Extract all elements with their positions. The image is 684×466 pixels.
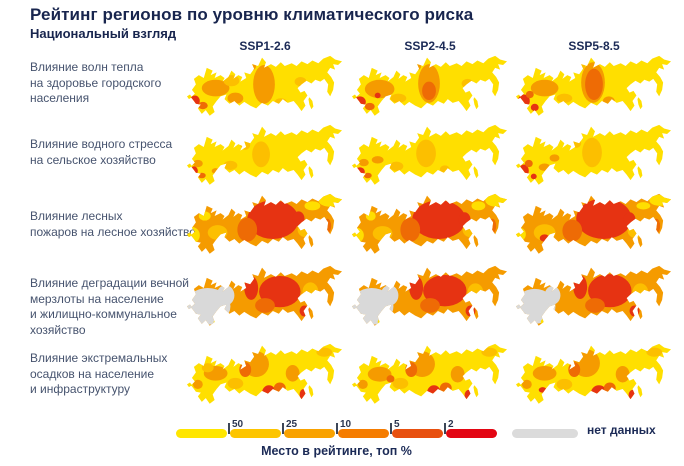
legend-segment-2 (230, 429, 281, 438)
legend-tick-line-2 (444, 423, 446, 434)
legend-tick-line-25 (282, 423, 284, 434)
risk-row-label-permafrost: Влияние деградации вечной мерзлоты на на… (30, 276, 190, 337)
risk-row-label-heat-waves: Влияние волн тепла на здоровье городског… (30, 60, 162, 106)
russia-choropleth-map-row5-col3 (515, 342, 673, 412)
scenario-header-ssp5-8.5: SSP5-8.5 (568, 39, 620, 53)
russia-choropleth-map-row1-col1 (186, 54, 344, 124)
legend-segment-4 (338, 429, 389, 438)
page-subtitle: Национальный взгляд (30, 26, 177, 41)
legend-segment-6 (446, 429, 497, 438)
russia-choropleth-map-row1-col3 (515, 54, 673, 124)
legend-tick-label-50: 50 (232, 419, 244, 430)
russia-choropleth-map-row2-col2 (351, 123, 509, 193)
russia-choropleth-map-row5-col1 (186, 342, 344, 412)
russia-choropleth-map-row4-col1 (186, 264, 344, 334)
russia-choropleth-map-row3-col2 (351, 192, 509, 262)
risk-row-label-water-stress: Влияние водного стресса на сельское хозя… (30, 137, 173, 167)
russia-choropleth-map-row2-col3 (515, 123, 673, 193)
legend-tick-label-10: 10 (340, 419, 352, 430)
no-data-swatch (512, 429, 578, 438)
russia-choropleth-map-row4-col2 (351, 264, 509, 334)
legend-color-scale (176, 429, 497, 438)
russia-choropleth-map-row1-col2 (351, 54, 509, 124)
russia-choropleth-map-row2-col1 (186, 123, 344, 193)
legend-tick-line-50 (228, 423, 230, 434)
scenario-header-ssp1-2.6: SSP1-2.6 (239, 39, 291, 53)
legend-segment-1 (176, 429, 227, 438)
russia-choropleth-map-row3-col3 (515, 192, 673, 262)
legend-segment-5 (392, 429, 443, 438)
legend-tick-line-10 (336, 423, 338, 434)
legend-tick-label-5: 5 (394, 419, 400, 430)
no-data-label: нет данных (587, 423, 656, 437)
risk-row-label-forest-fires: Влияние лесных пожаров на лесное хозяйст… (30, 209, 196, 239)
legend-tick-label-2: 2 (448, 419, 454, 430)
russia-choropleth-map-row4-col3 (515, 264, 673, 334)
legend-caption: Место в рейтинге, топ % (261, 444, 412, 458)
legend-segment-3 (284, 429, 335, 438)
legend-tick-line-5 (390, 423, 392, 434)
risk-row-label-extreme-precipitation: Влияние экстремальных осадков на населен… (30, 351, 168, 397)
russia-choropleth-map-row3-col1 (186, 192, 344, 262)
legend-tick-label-25: 25 (286, 419, 298, 430)
russia-choropleth-map-row5-col2 (351, 342, 509, 412)
page-title: Рейтинг регионов по уровню климатическог… (30, 5, 474, 24)
scenario-header-ssp2-4.5: SSP2-4.5 (404, 39, 456, 53)
